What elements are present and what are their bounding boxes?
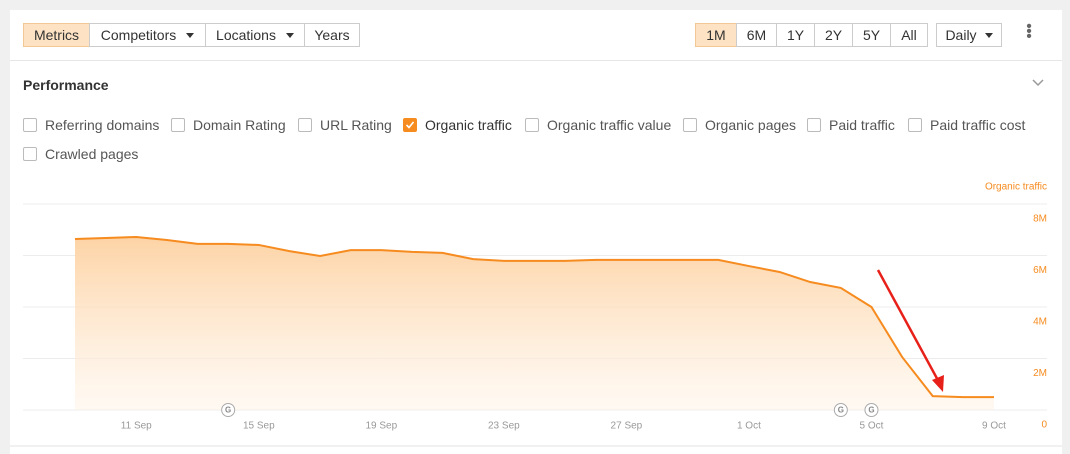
label: 1M xyxy=(706,27,726,43)
label: Referring domains xyxy=(45,117,160,133)
checkbox-option[interactable]: Referring domains xyxy=(23,116,159,134)
checkbox-option[interactable]: URL Rating xyxy=(298,116,392,134)
period-button[interactable]: 1M xyxy=(695,23,737,47)
period-button[interactable]: All xyxy=(890,23,928,47)
line xyxy=(74,235,994,399)
y-tick-label: 0 xyxy=(1041,420,1047,431)
period-button[interactable]: 5Y xyxy=(852,23,891,47)
toolbar-button[interactable]: Competitors xyxy=(89,23,206,47)
label: Daily xyxy=(945,27,977,43)
checkbox-option[interactable]: Paid traffic cost xyxy=(908,116,1025,134)
area-fill xyxy=(75,236,994,410)
label: Crawled pages xyxy=(45,146,139,162)
caret xyxy=(186,32,195,38)
checkbox-option[interactable]: Crawled pages xyxy=(23,145,138,163)
arrow-head xyxy=(932,375,944,392)
x-tick-label: 1 Oct xyxy=(737,421,761,432)
arrow xyxy=(876,269,942,385)
x-tick-label: 9 Oct xyxy=(982,421,1006,432)
y-tick-label: 8M xyxy=(1033,214,1047,225)
y-tick-label: 6M xyxy=(1033,265,1047,276)
annotation-label: G xyxy=(868,406,874,415)
toolbar-button[interactable]: Metrics xyxy=(23,23,90,47)
annotation-label: G xyxy=(225,406,231,415)
label: 5Y xyxy=(862,27,881,43)
checkbox-option[interactable]: Organic pages xyxy=(683,116,796,134)
check xyxy=(405,121,415,129)
divider xyxy=(10,60,1062,61)
interval-select[interactable]: Daily xyxy=(936,23,1002,47)
label: 6M xyxy=(746,27,767,43)
checkbox[interactable] xyxy=(23,118,37,132)
annotation-marker xyxy=(221,403,236,417)
checkbox[interactable] xyxy=(298,118,312,132)
x-tick-label: 15 Sep xyxy=(243,421,275,432)
label: Competitors xyxy=(100,27,177,43)
checkbox[interactable] xyxy=(23,147,37,161)
period-button[interactable]: 6M xyxy=(736,23,777,47)
label: URL Rating xyxy=(320,117,392,133)
checkbox[interactable] xyxy=(908,118,922,132)
label: Paid traffic cost xyxy=(930,117,1026,133)
period-button[interactable]: 1Y xyxy=(776,23,815,47)
label: Metrics xyxy=(33,27,80,43)
series-label: Organic traffic xyxy=(985,182,1047,193)
checkbox-option[interactable]: Paid traffic xyxy=(807,116,895,134)
checkbox[interactable] xyxy=(807,118,821,132)
y-tick-label: 4M xyxy=(1033,317,1047,328)
x-tick-label: 27 Sep xyxy=(611,421,643,432)
annotation-marker xyxy=(864,403,879,417)
x-tick-label: 23 Sep xyxy=(488,421,520,432)
y-tick-label: 2M xyxy=(1033,368,1047,379)
checkbox-option[interactable]: Organic traffic value xyxy=(525,116,671,134)
label: 1Y xyxy=(786,27,805,43)
checkbox-option[interactable]: Domain Rating xyxy=(171,116,286,134)
label: Organic traffic xyxy=(425,117,512,133)
checkbox[interactable] xyxy=(683,118,697,132)
label: Paid traffic xyxy=(829,117,895,133)
label: Organic traffic value xyxy=(547,117,672,133)
toolbar-button[interactable]: Years xyxy=(304,23,360,47)
x-tick-label: 19 Sep xyxy=(365,421,397,432)
caret xyxy=(285,32,294,38)
label: Domain Rating xyxy=(193,117,286,133)
checkbox[interactable] xyxy=(171,118,185,132)
label: Organic pages xyxy=(705,117,797,133)
more-menu[interactable]: • • • xyxy=(1026,18,1032,45)
collapse-icon[interactable] xyxy=(1032,79,1044,87)
period-button[interactable]: 2Y xyxy=(814,23,853,47)
toolbar-button[interactable]: Locations xyxy=(205,23,305,47)
label: All xyxy=(901,27,917,43)
checkbox-option[interactable]: Organic traffic xyxy=(403,116,512,134)
checkbox[interactable] xyxy=(525,118,539,132)
checkbox[interactable] xyxy=(403,118,417,132)
annotation-label: G xyxy=(838,406,844,415)
x-tick-label: 5 Oct xyxy=(860,421,884,432)
section-title: Performance xyxy=(23,77,109,93)
annotation-marker xyxy=(833,403,848,417)
label: Locations xyxy=(216,27,276,43)
label: 2Y xyxy=(824,27,843,43)
label: Years xyxy=(314,27,350,43)
x-tick-label: 11 Sep xyxy=(121,421,152,432)
caret xyxy=(984,32,993,38)
